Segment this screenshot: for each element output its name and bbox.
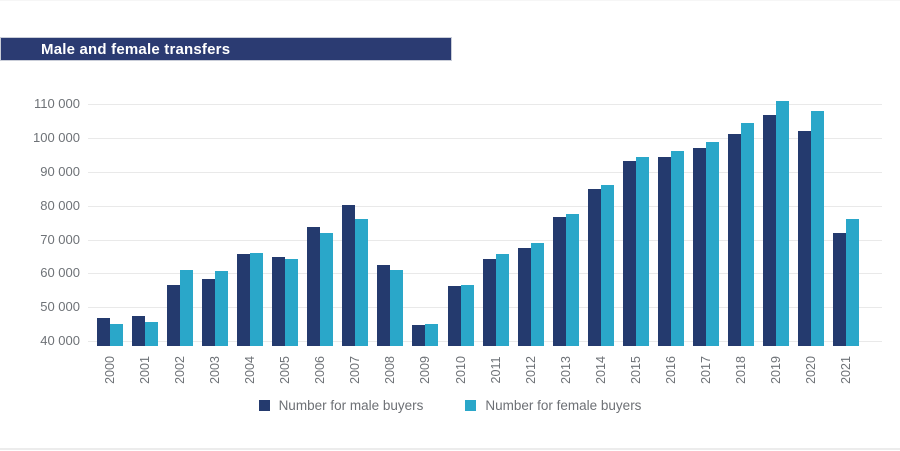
bar-male-2011	[482, 258, 496, 346]
legend-label-female: Number for female buyers	[485, 398, 642, 413]
y-axis-label-40000: 40 000	[40, 332, 80, 348]
bar-male-2012	[517, 247, 531, 346]
x-axis-label-2018: 2018	[733, 356, 748, 384]
bar-female-2020	[811, 111, 824, 346]
bar-female-2013	[565, 214, 579, 346]
x-axis-label-2009: 2009	[418, 356, 433, 384]
bar-male-2003	[202, 278, 216, 346]
x-axis-label-2010: 2010	[453, 356, 468, 384]
x-axis-label-2012: 2012	[523, 356, 538, 384]
bar-male-2009	[412, 325, 426, 346]
bar-male-2002	[167, 284, 181, 346]
x-axis-label-2003: 2003	[208, 356, 223, 384]
bar-female-2002	[180, 270, 194, 346]
bar-female-2012	[530, 242, 544, 346]
x-axis-label-2021: 2021	[839, 356, 853, 384]
x-axis-label-2020: 2020	[804, 356, 818, 384]
bar-female-2010	[460, 285, 474, 346]
gridline-110000	[88, 104, 882, 106]
y-axis-label-90000: 90 000	[40, 163, 80, 179]
y-axis-label-60000: 60 000	[40, 265, 80, 281]
x-axis-label-2017: 2017	[698, 356, 713, 384]
x-axis-label-2019: 2019	[768, 356, 783, 384]
male-series-swatch-icon	[258, 400, 270, 411]
bar-female-2007	[355, 219, 369, 347]
x-axis-label-2005: 2005	[278, 356, 293, 384]
bar-female-2003	[215, 271, 229, 346]
gridline-80000	[88, 205, 882, 207]
bar-female-2006	[320, 233, 334, 346]
x-axis-label-2002: 2002	[173, 356, 188, 384]
bar-female-2009	[425, 324, 439, 346]
bar-female-2015	[635, 157, 649, 346]
bar-male-2017	[692, 147, 706, 346]
bar-male-2006	[307, 227, 321, 346]
bar-male-2014	[587, 188, 601, 346]
legend-item-female: Number for female buyers	[465, 398, 641, 413]
x-axis-label-2014: 2014	[593, 356, 608, 384]
bar-male-2015	[622, 160, 636, 346]
bar-female-2004	[250, 253, 264, 346]
bar-female-2008	[390, 269, 404, 346]
bar-male-2005	[272, 256, 286, 346]
page-bottom-divider	[0, 448, 900, 450]
gridline-90000	[88, 171, 882, 173]
chart-title-banner: Male and female transfers	[0, 37, 452, 61]
chart-legend: Number for male buyers Number for female…	[0, 398, 900, 413]
chart-title: Male and female transfers	[41, 40, 231, 58]
bar-male-2021	[833, 233, 846, 346]
bar-female-2021	[846, 218, 859, 346]
bar-male-2013	[552, 216, 566, 346]
bar-male-2004	[237, 254, 251, 346]
legend-item-male: Number for male buyers	[258, 398, 424, 413]
gridline-70000	[88, 239, 882, 241]
legend-label-male: Number for male buyers	[278, 398, 424, 413]
x-axis-label-2011: 2011	[488, 356, 503, 384]
bar-female-2000	[110, 323, 123, 346]
x-axis-label-2006: 2006	[313, 356, 328, 384]
x-axis-label-2008: 2008	[383, 356, 398, 384]
y-axis-label-110000: 110 000	[33, 96, 80, 112]
bar-male-2018	[727, 133, 741, 346]
x-axis-label-2001: 2001	[138, 356, 153, 384]
bar-male-2016	[657, 156, 671, 346]
bar-female-2005	[285, 258, 299, 346]
female-series-swatch-icon	[465, 400, 477, 411]
x-axis-label-2000: 2000	[103, 356, 117, 384]
y-axis-label-80000: 80 000	[40, 197, 80, 213]
y-axis-label-50000: 50 000	[40, 299, 80, 315]
x-axis-label-2015: 2015	[628, 356, 643, 384]
x-axis-label-2013: 2013	[558, 356, 573, 384]
bar-female-2018	[740, 122, 754, 346]
bar-male-2000	[97, 317, 110, 346]
x-axis-label-2016: 2016	[663, 356, 678, 384]
bar-female-2017	[705, 141, 719, 346]
y-axis-label-70000: 70 000	[40, 231, 80, 247]
bar-female-2019	[775, 101, 789, 346]
y-axis-label-100000: 100 000	[33, 130, 80, 146]
bar-male-2001	[132, 316, 146, 346]
x-axis-label-2004: 2004	[243, 356, 258, 384]
bar-female-2011	[495, 254, 509, 346]
gridline-100000	[88, 138, 882, 140]
bar-female-2001	[145, 322, 159, 346]
x-axis-label-2007: 2007	[348, 356, 363, 384]
bar-male-2019	[762, 114, 776, 346]
bar-male-2007	[342, 205, 356, 346]
bar-female-2016	[670, 151, 684, 346]
bar-male-2008	[377, 264, 391, 346]
bar-male-2010	[447, 285, 461, 346]
bar-male-2020	[798, 131, 811, 346]
bar-female-2014	[600, 185, 614, 346]
